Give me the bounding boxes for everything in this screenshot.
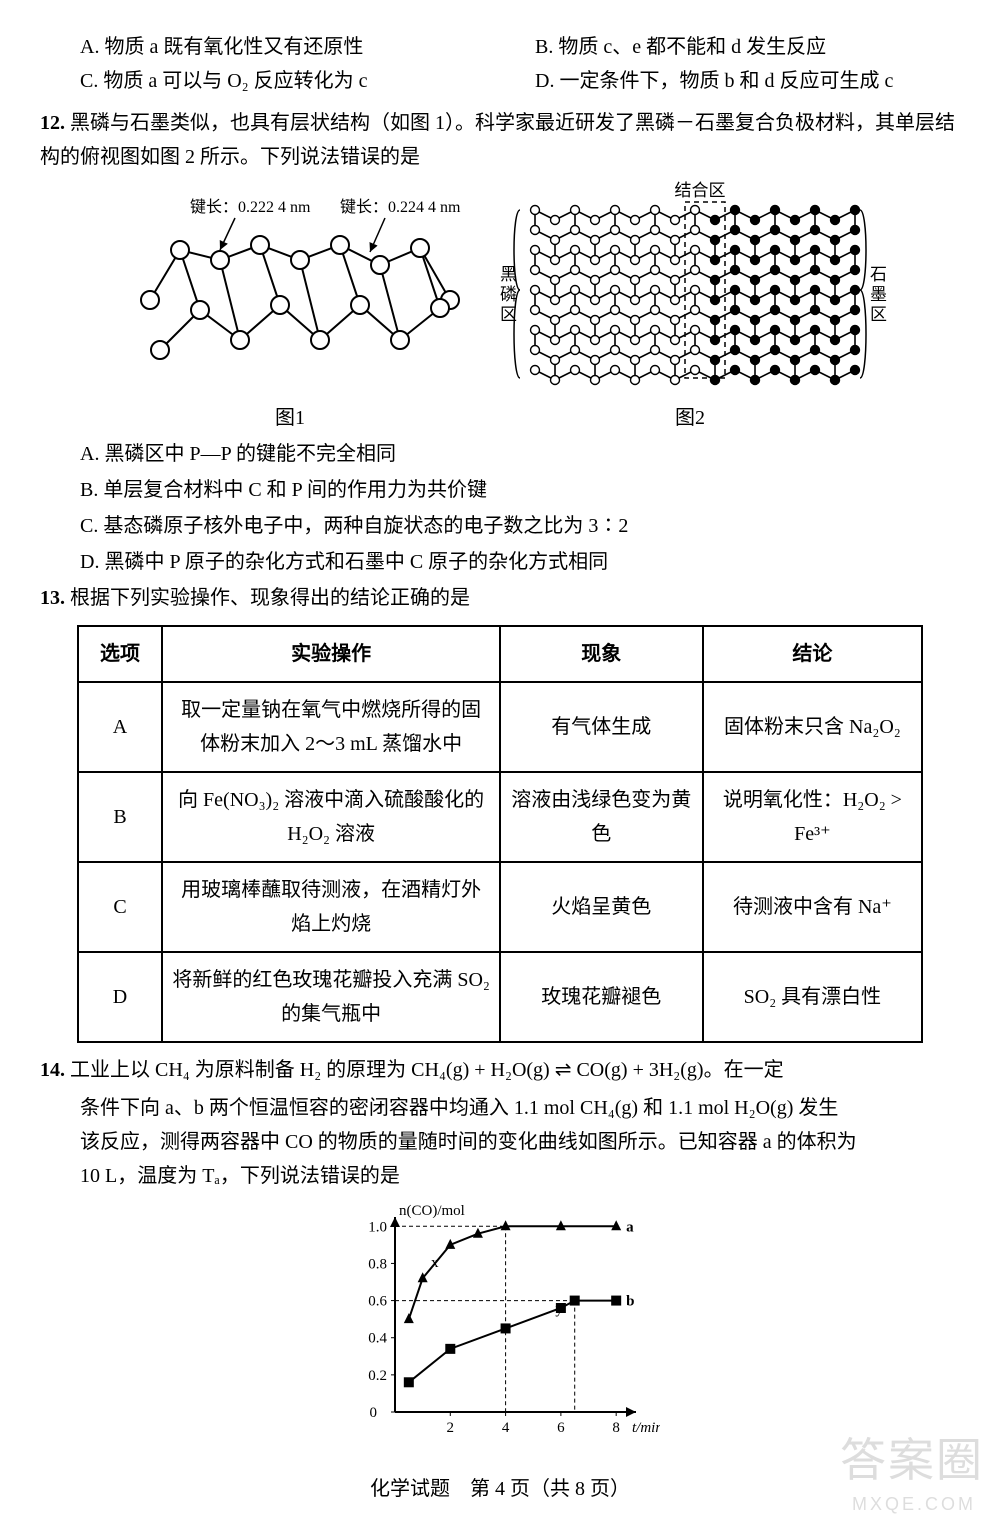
cell-op: 取一定量钠在氧气中燃烧所得的固体粉末加入 2～3 mL 蒸馏水中: [162, 682, 500, 772]
q12-opt-c: C. 基态磷原子核外电子中，两种自旋状态的电子数之比为 3∶2: [80, 509, 960, 543]
table-row: D 将新鲜的红色玫瑰花瓣投入充满 SO₂ 的集气瓶中 玫瑰花瓣褪色 SO₂ 具有…: [78, 952, 922, 1042]
q12-fig1-caption: 图1: [110, 401, 470, 435]
q12-opt-a: A. 黑磷区中 P—P 的键能不完全相同: [80, 437, 960, 471]
svg-text:x: x: [431, 1255, 439, 1271]
svg-text:t/min: t/min: [632, 1420, 660, 1436]
table-row: A 取一定量钠在氧气中燃烧所得的固体粉末加入 2～3 mL 蒸馏水中 有气体生成…: [78, 682, 922, 772]
th-opt: 选项: [78, 626, 162, 682]
q13-table: 选项 实验操作 现象 结论 A 取一定量钠在氧气中燃烧所得的固体粉末加入 2～3…: [77, 625, 923, 1043]
fig2-right-label-1: 石: [870, 265, 887, 284]
table-row: B 向 Fe(NO₃)₂ 溶液中滴入硫酸酸化的 H₂O₂ 溶液 溶液由浅绿色变为…: [78, 772, 922, 862]
q12-fig2: 结合区 黑 磷 区 石 墨 区 图2: [490, 180, 890, 435]
fig1-bond1-label: 键长：0.222 4 nm: [190, 198, 311, 216]
svg-text:0.4: 0.4: [368, 1331, 387, 1347]
q13-stem: 根据下列实验操作、现象得出的结论正确的是: [70, 587, 470, 609]
th-op: 实验操作: [162, 626, 500, 682]
cell-op: 向 Fe(NO₃)₂ 溶液中滴入硫酸酸化的 H₂O₂ 溶液: [162, 772, 500, 862]
fig2-right-label-3: 区: [870, 305, 887, 324]
svg-text:0.2: 0.2: [368, 1368, 387, 1384]
q11-opt-d: D. 一定条件下，物质 b 和 d 反应可生成 c: [535, 64, 960, 98]
q12-fig2-svg: 结合区 黑 磷 区 石 墨 区: [490, 180, 890, 390]
q12-options: A. 黑磷区中 P—P 的键能不完全相同 B. 单层复合材料中 C 和 P 间的…: [40, 437, 960, 579]
cell-co: SO₂ 具有漂白性: [703, 952, 923, 1042]
svg-text:y: y: [555, 1302, 563, 1318]
cell-ph: 火焰呈黄色: [500, 862, 703, 952]
svg-text:n(CO)/mol: n(CO)/mol: [399, 1203, 465, 1219]
cell-opt: D: [78, 952, 162, 1042]
th-ph: 现象: [500, 626, 703, 682]
cell-ph: 有气体生成: [500, 682, 703, 772]
q13-number: 13.: [40, 587, 65, 609]
q11-opt-a: A. 物质 a 既有氧化性又有还原性: [80, 30, 505, 64]
q11-options: A. 物质 a 既有氧化性又有还原性 B. 物质 c、e 都不能和 d 发生反应…: [40, 30, 960, 98]
fig1-bond2-label: 键长：0.224 4 nm: [340, 198, 461, 216]
q14-stem-l4: 10 L，温度为 Tₐ，下列说法错误的是: [40, 1159, 960, 1193]
watermark-url: MXQE.COM: [852, 1489, 976, 1520]
cell-op: 将新鲜的红色玫瑰花瓣投入充满 SO₂ 的集气瓶中: [162, 952, 500, 1042]
svg-text:a: a: [626, 1219, 634, 1235]
cell-ph: 玫瑰花瓣褪色: [500, 952, 703, 1042]
svg-text:0.8: 0.8: [368, 1256, 387, 1272]
q12-figures: 键长：0.222 4 nm 键长：0.224 4 nm: [40, 180, 960, 435]
cell-co: 待测液中含有 Na⁺: [703, 862, 923, 952]
cell-op: 用玻璃棒蘸取待测液，在酒精灯外焰上灼烧: [162, 862, 500, 952]
q12: 12. 黑磷与石墨类似，也具有层状结构（如图 1）。科学家最近研发了黑磷－石墨复…: [40, 106, 960, 174]
svg-text:b: b: [626, 1294, 634, 1310]
cell-co: 固体粉末只含 Na₂O₂: [703, 682, 923, 772]
svg-text:6: 6: [557, 1420, 565, 1436]
cell-opt: B: [78, 772, 162, 862]
q14-stem-l1: 工业上以 CH₄ 为原料制备 H₂ 的原理为 CH₄(g) + H₂O(g) ⇌…: [70, 1059, 784, 1081]
svg-text:4: 4: [502, 1420, 510, 1436]
cell-co: 说明氧化性：H₂O₂ > Fe³⁺: [703, 772, 923, 862]
q14-number: 14.: [40, 1059, 65, 1081]
svg-text:1.0: 1.0: [368, 1219, 387, 1235]
q14: 14. 工业上以 CH₄ 为原料制备 H₂ 的原理为 CH₄(g) + H₂O(…: [40, 1053, 960, 1087]
q12-opt-b: B. 单层复合材料中 C 和 P 间的作用力为共价键: [80, 473, 960, 507]
q12-stem: 黑磷与石墨类似，也具有层状结构（如图 1）。科学家最近研发了黑磷－石墨复合负极材…: [40, 112, 955, 168]
table-row: C 用玻璃棒蘸取待测液，在酒精灯外焰上灼烧 火焰呈黄色 待测液中含有 Na⁺: [78, 862, 922, 952]
q11-opt-c: C. 物质 a 可以与 O₂ 反应转化为 c: [80, 64, 505, 98]
th-co: 结论: [703, 626, 923, 682]
svg-text:2: 2: [447, 1420, 455, 1436]
q12-fig2-caption: 图2: [490, 401, 890, 435]
q12-number: 12.: [40, 112, 65, 134]
cell-ph: 溶液由浅绿色变为黄色: [500, 772, 703, 862]
q14-chart-wrap: 0.2 0.4 0.6 0.8 1.0 0 2 4 6 8 n(CO)/mol t/min x y a b: [40, 1197, 960, 1458]
svg-text:0.6: 0.6: [368, 1294, 387, 1310]
cell-opt: A: [78, 682, 162, 772]
cell-opt: C: [78, 862, 162, 952]
svg-text:8: 8: [612, 1420, 620, 1436]
q14-stem-l3: 该反应，测得两容器中 CO 的物质的量随时间的变化曲线如图所示。已知容器 a 的…: [40, 1125, 960, 1159]
q12-fig1-svg: 键长：0.222 4 nm 键长：0.224 4 nm: [110, 190, 470, 390]
table-header-row: 选项 实验操作 现象 结论: [78, 626, 922, 682]
fig2-mid-label: 结合区: [675, 181, 726, 200]
fig2-right-label-2: 墨: [870, 285, 887, 304]
q12-fig1: 键长：0.222 4 nm 键长：0.224 4 nm: [110, 190, 470, 435]
svg-text:0: 0: [370, 1405, 378, 1421]
q14-chart: 0.2 0.4 0.6 0.8 1.0 0 2 4 6 8 n(CO)/mol t/min x y a b: [340, 1197, 660, 1447]
fig2-left-label-2: 磷: [500, 285, 517, 304]
page: A. 物质 a 既有氧化性又有还原性 B. 物质 c、e 都不能和 d 发生反应…: [0, 0, 1000, 1526]
q11-opt-b: B. 物质 c、e 都不能和 d 发生反应: [535, 30, 960, 64]
q12-opt-d: D. 黑磷中 P 原子的杂化方式和石墨中 C 原子的杂化方式相同: [80, 545, 960, 579]
q14-stem-l2: 条件下向 a、b 两个恒温恒容的密闭容器中均通入 1.1 mol CH₄(g) …: [40, 1091, 960, 1125]
page-footer: 化学试题 第 4 页（共 8 页）: [40, 1472, 960, 1506]
q13: 13. 根据下列实验操作、现象得出的结论正确的是: [40, 581, 960, 615]
